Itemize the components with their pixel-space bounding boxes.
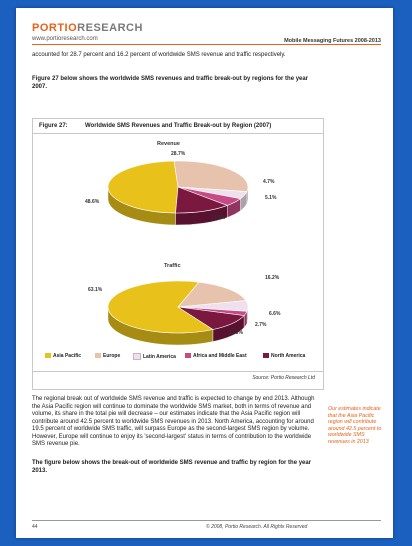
document-page: PORTIORESEARCH www.portioresearch.com Mo… [16,8,393,538]
logo-text-research: RESEARCH [77,22,143,34]
copyright-notice: © 2008, Portio Research. All Rights Rese… [206,524,308,530]
figure-footer-divider [33,371,323,372]
traffic-slice-europe [177,281,247,308]
legend-item-north-america: North America [263,353,305,359]
legend-label: Asia Pacific [53,353,82,359]
traffic-label-europe: 16.2% [265,275,280,281]
legend-label: North America [271,353,306,359]
legend-item-latin-america: Latin America [133,353,176,360]
revenue-label-africa-middle-east: 5.1% [265,195,277,201]
website-url: www.portioresearch.com [32,36,98,42]
footer-divider [32,520,381,521]
traffic-slice-asia-pacific [107,280,214,334]
traffic-label-north-america: 11.3% [229,330,243,336]
portio-logo: PORTIORESEARCH [32,22,143,34]
traffic-label-latin-america: 6.6% [269,311,281,317]
side-note: Our estimates indicate that the Asia Pac… [328,406,382,445]
revenue-chart-title: Revenue [157,141,180,147]
revenue-label-europe: 28.7% [171,151,186,157]
intro-paragraph-1: accounted for 28.7 percent and 16.2 perc… [32,52,286,58]
figure-number: Figure 27: [39,123,68,129]
figure-title: Worldwide SMS Revenues and Traffic Break… [85,123,272,129]
legend-swatch [95,353,101,359]
figure-27: Figure 27: Worldwide SMS Revenues and Tr… [32,118,324,390]
traffic-slice-north-america [177,306,245,330]
legend-swatch [45,353,51,359]
revenue-pie-chart [107,160,249,226]
figure-header: Figure 27: Worldwide SMS Revenues and Tr… [33,119,323,134]
legend-swatch [263,353,269,359]
revenue-slice-asia-pacific [107,160,179,214]
legend-item-asia-pacific: Asia Pacific [45,353,81,359]
legend-swatch [133,353,141,360]
traffic-pie-chart [107,280,249,346]
traffic-label-asia-pacific: 63.1% [88,287,103,293]
body-paragraph-2: The figure below shows the break-out of … [32,460,312,474]
legend-item-europe: Europe [95,353,120,359]
revenue-slice-north-america [175,186,229,214]
revenue-slice-europe [173,160,249,192]
revenue-label-north-america: 13.0% [211,215,226,221]
traffic-chart-title: Traffic [164,263,181,269]
legend-label: Africa and Middle East [193,353,247,359]
header-divider [32,44,381,45]
chart-legend: Asia Pacific Europe Latin America Africa… [45,353,315,363]
page-number: 44 [32,524,38,530]
intro-paragraph-2: Figure 27 below shows the worldwide SMS … [32,76,309,90]
report-title: Mobile Messaging Futures 2008-2013 [284,38,381,44]
revenue-label-asia-pacific: 48.6% [85,199,100,205]
legend-item-africa-middle-east: Africa and Middle East [185,353,247,359]
legend-label: Europe [103,353,121,359]
body-paragraph-1: The regional break out of worldwide SMS … [32,396,315,447]
legend-label: Latin America [143,353,176,360]
legend-swatch [185,353,191,359]
figure-source: Source: Portio Research Ltd [252,375,315,381]
traffic-label-africa-middle-east: 2.7% [255,322,267,328]
logo-text-portio: PORTIO [32,22,78,34]
revenue-label-latin-america: 4.7% [263,179,275,185]
